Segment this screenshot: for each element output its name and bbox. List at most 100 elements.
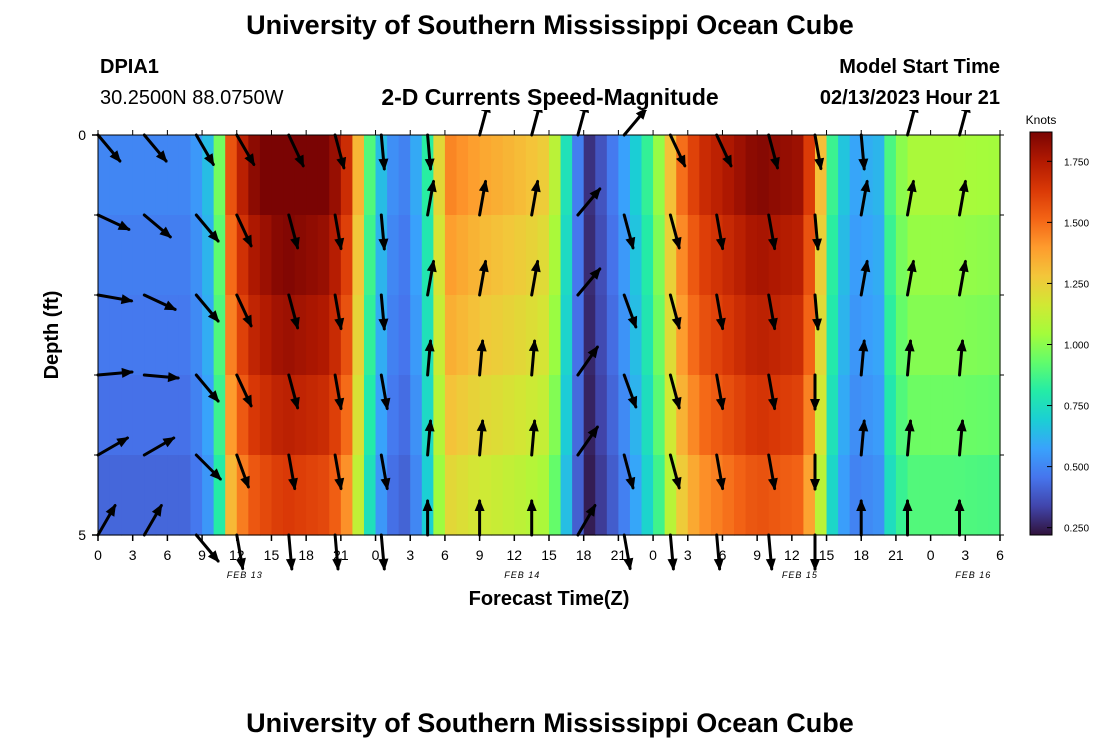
current-arrow [285,533,296,571]
heatmap-cell [699,215,712,296]
heatmap-cell [849,215,862,296]
heatmap-cell [167,375,180,456]
heatmap-cell [410,215,423,296]
heatmap-cell [213,295,226,376]
heatmap-cell [294,455,307,536]
heatmap-cell [722,295,735,376]
arrow-head [765,558,776,571]
heatmap-cell [167,455,180,536]
arrow-head [906,179,917,193]
heatmap-cell [190,135,203,216]
heatmap-cell [525,135,539,216]
current-arrow [478,179,489,217]
heatmap-cell [121,455,134,536]
heatmap-cell [340,215,354,296]
arrow-head [623,557,634,571]
heatmap-cell [421,375,434,456]
heatmap-cell [745,215,758,296]
heatmap-cell [884,215,897,296]
heatmap-cell [456,375,469,456]
arrow-head [530,179,541,193]
arrow-head [627,315,638,329]
heatmap-cell [225,455,238,536]
current-arrow [906,179,917,217]
heatmap-cell [734,215,747,296]
arrow-head [244,153,255,167]
heatmap-cell [965,375,978,456]
arrow-head [290,396,300,410]
heatmap-cell [826,455,839,536]
arrow-head [956,339,967,352]
heatmap-cell [710,215,724,296]
heatmap-cell [572,295,585,376]
heatmap-cell [213,135,226,216]
arrow-head [715,317,726,331]
heatmap-cell [144,215,157,296]
arrow-head [812,238,822,251]
current-arrow [956,419,967,457]
heatmap-cell [178,295,192,376]
current-arrow [96,436,130,457]
heatmap-cell [248,455,261,536]
heatmap-cell [757,375,770,456]
arrow-head [585,503,596,517]
current-arrow [142,133,168,163]
current-arrow [96,133,122,163]
heatmap-cell [988,375,1001,456]
current-arrow [287,373,300,410]
heatmap-cell [803,135,816,216]
current-arrow [96,213,131,231]
heatmap-cell [629,455,643,536]
arrow-head [290,316,300,330]
current-arrow [622,213,636,250]
heatmap-cell [98,295,111,376]
heatmap-cell [814,455,828,536]
current-arrow [713,533,724,571]
arrow-head [713,558,724,571]
heatmap-cell [283,295,296,376]
heatmap-cell [572,455,585,536]
arrow-head [526,499,537,511]
heatmap-cell [132,135,145,216]
x-tick-label: 12 [229,547,245,563]
heatmap-cell [872,375,885,456]
heatmap-cell [849,375,862,456]
heatmap-cell [791,455,805,536]
heatmap-cell [421,215,434,296]
arrow-head [587,345,599,359]
heatmap-cell [190,215,203,296]
x-tick-label: 21 [611,547,627,563]
heatmap-cell [919,375,932,456]
heatmap-cell [595,375,608,456]
current-arrow [767,373,778,411]
heatmap-cell [780,375,793,456]
heatmap-cell [664,295,677,376]
arrow-head [285,558,296,571]
current-arrow [333,453,345,491]
heatmap-cell [976,295,990,376]
heatmap-cell [178,375,192,456]
heatmap-cell [838,215,851,296]
current-arrow [476,339,487,377]
heatmap-cell [595,455,608,536]
current-arrow [576,503,597,537]
current-arrow [194,213,220,243]
heatmap-cell [780,455,793,536]
current-arrow [235,293,253,328]
arrow-head [858,419,869,432]
heatmap-cell [444,295,458,376]
heatmap-cell [167,295,180,376]
heatmap-cell [502,375,515,456]
x-tick-label: 21 [888,547,904,563]
arrow-head [904,339,915,352]
heatmap-cell [109,295,122,376]
current-arrow [96,367,134,378]
heatmap-cell [919,295,932,376]
heatmap-cell [849,295,862,376]
arrow-head [533,110,543,114]
heatmap-cell [410,295,423,376]
heatmap-cell [167,215,180,296]
footer-title: University of Southern Mississippi Ocean… [246,708,854,738]
arrow-head [858,158,869,171]
heatmap-cell [791,215,805,296]
